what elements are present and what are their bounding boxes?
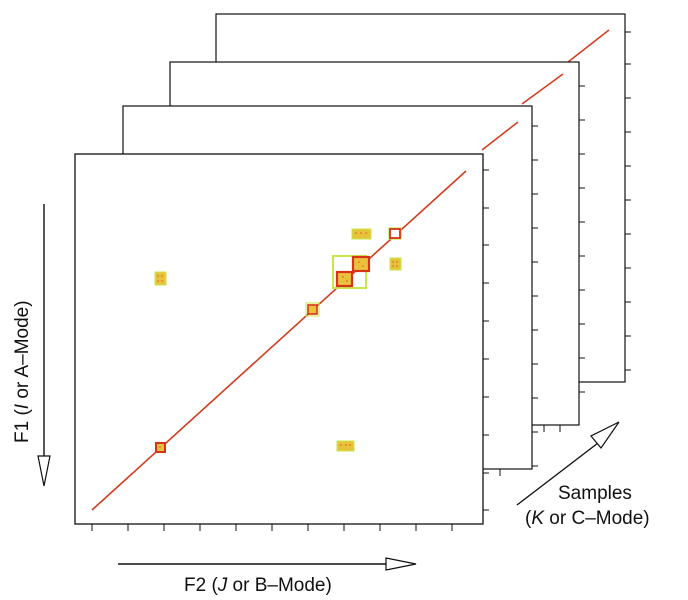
diagonal-peak-4 bbox=[351, 255, 371, 273]
f1-axis-label: F1 (I or A–Mode) bbox=[12, 300, 33, 443]
peak-texture bbox=[157, 232, 398, 448]
cross-peak-2 bbox=[351, 228, 372, 240]
front-diagonal bbox=[91, 170, 467, 511]
layer-3-diagonal bbox=[521, 73, 564, 105]
spectrum-layer-1 bbox=[74, 153, 489, 531]
layer-4-diagonal bbox=[567, 29, 610, 63]
f1-axis-arrow bbox=[37, 204, 51, 487]
front-right-ticks bbox=[483, 169, 489, 511]
layer-2-diagonal bbox=[481, 121, 519, 151]
cross-peak-3 bbox=[389, 257, 402, 271]
diagonal-peak-5 bbox=[388, 227, 402, 240]
cross-peak-1 bbox=[154, 271, 167, 286]
diagonal-peak-2 bbox=[305, 302, 320, 317]
samples-axis-label-line1: Samples bbox=[558, 483, 632, 504]
f2-axis-arrow bbox=[118, 557, 417, 571]
front-frame bbox=[74, 153, 484, 525]
cross-peak-4 bbox=[336, 440, 355, 452]
samples-axis-arrow bbox=[516, 421, 620, 506]
f2-axis-label: F2 (J or B–Mode) bbox=[184, 575, 332, 596]
samples-axis-label-line2: (K or C–Mode) bbox=[525, 508, 650, 529]
front-bottom-ticks bbox=[91, 524, 453, 531]
